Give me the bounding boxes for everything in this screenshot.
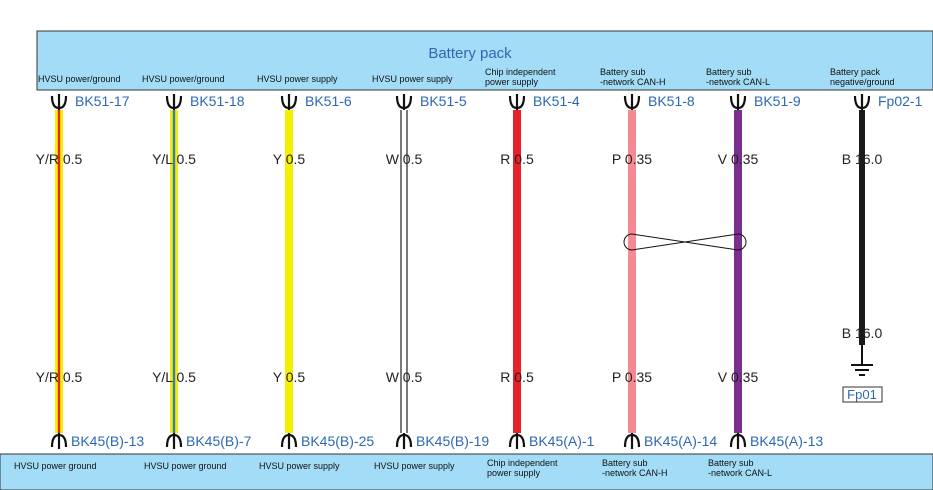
wire-label-bottom: V 0.35	[718, 369, 759, 385]
bottom-desc: Battery sub	[602, 458, 648, 468]
top-desc: -network CAN-H	[600, 77, 666, 87]
wire-label-top: P 0.35	[612, 151, 652, 167]
wire-label-bottom: Y/L 0.5	[152, 369, 196, 385]
top-pin-label: BK51-17	[75, 93, 130, 109]
twist-end	[623, 233, 633, 251]
wire-label-top: W 0.5	[386, 151, 423, 167]
top-pin-label: BK51-9	[754, 93, 801, 109]
twist-end	[737, 233, 747, 251]
top-desc: Battery pack	[830, 67, 881, 77]
top-desc: power supply	[485, 77, 539, 87]
wire-body	[513, 110, 521, 433]
wire-w1: HVSU power/ground BK51-17 Y/R 0.5 Y/R 0.5 BK…	[14, 74, 144, 471]
bottom-desc: -network CAN-H	[602, 468, 668, 478]
bottom-desc: HVSU power ground	[14, 461, 97, 471]
ground-label-box	[842, 386, 883, 403]
bottom-desc: HVSU power supply	[259, 461, 340, 471]
top-pin-label: Fp02-1	[878, 93, 923, 109]
top-pin-label: BK51-5	[420, 93, 467, 109]
top-desc: HVSU power/ground	[38, 74, 121, 84]
wire-label-top: V 0.35	[718, 151, 759, 167]
bottom-pin-label: BK45(B)-13	[71, 433, 144, 449]
wire-stripe	[172, 110, 176, 433]
wire-body	[628, 110, 636, 433]
top-pin-label: BK51-6	[305, 93, 352, 109]
wire-label-top: Y 0.5	[273, 151, 306, 167]
wire-label-bottom: Y/R 0.5	[36, 369, 83, 385]
bottom-pin-label: BK45(A)-14	[644, 433, 717, 449]
bottom-desc: Battery sub	[708, 458, 754, 468]
wire-label-bottom: P 0.35	[612, 369, 652, 385]
top-desc: negative/ground	[830, 77, 895, 87]
top-desc: HVSU power supply	[372, 74, 453, 84]
top-desc: HVSU power supply	[257, 74, 338, 84]
wire-label-bottom: R 0.5	[500, 369, 534, 385]
top-pin-label: BK51-8	[648, 93, 695, 109]
top-pin-label: BK51-18	[190, 93, 245, 109]
wire-label-top: B 16.0	[842, 151, 883, 167]
wire-w4: HVSU power supply BK51-5 W 0.5 W 0.5 BK45(B)…	[372, 74, 489, 471]
bottom-pin-label: BK45(A)-13	[750, 433, 823, 449]
top-desc: -network CAN-L	[706, 77, 770, 87]
battery-pack-title: Battery pack	[428, 45, 512, 62]
wire-label-bottom: B 16.0	[842, 325, 883, 341]
wire-label-top: R 0.5	[500, 151, 534, 167]
twist-line	[631, 233, 739, 251]
wire-stripe	[57, 110, 61, 433]
ground-label: Fp01	[847, 387, 877, 402]
wire-w3: HVSU power supply BK51-6 Y 0.5 Y 0.5 BK45(B)…	[257, 74, 374, 471]
wire-body	[734, 110, 742, 433]
top-desc: Battery sub	[706, 67, 752, 77]
wire-label-top: Y/R 0.5	[36, 151, 83, 167]
lower-module-box	[0, 453, 933, 490]
bottom-desc: Chip independent	[487, 458, 558, 468]
wire-body	[859, 110, 865, 345]
wire-label-bottom: W 0.5	[386, 369, 423, 385]
battery-pack-box	[36, 30, 933, 91]
bottom-pin-label: BK45(A)-1	[529, 433, 595, 449]
bottom-desc: power supply	[487, 468, 541, 478]
bottom-pin-label: BK45(B)-19	[416, 433, 489, 449]
wire-body	[285, 110, 293, 433]
wire-w2: HVSU power/ground BK51-18 Y/L 0.5 Y/L 0.5 BK…	[142, 74, 252, 471]
wire-label-bottom: Y 0.5	[273, 369, 306, 385]
top-desc: Battery sub	[600, 67, 646, 77]
twisted-pair-marker	[623, 233, 747, 251]
bottom-desc: HVSU power supply	[374, 461, 455, 471]
top-pin-label: BK51-4	[533, 93, 580, 109]
bottom-pin-label: BK45(B)-7	[186, 433, 252, 449]
top-desc: HVSU power/ground	[142, 74, 225, 84]
wire-label-top: Y/L 0.5	[152, 151, 196, 167]
bottom-pin-label: BK45(B)-25	[301, 433, 374, 449]
top-desc: Chip independent	[485, 67, 556, 77]
bottom-desc: HVSU power ground	[144, 461, 227, 471]
bottom-desc: -network CAN-L	[708, 468, 772, 478]
